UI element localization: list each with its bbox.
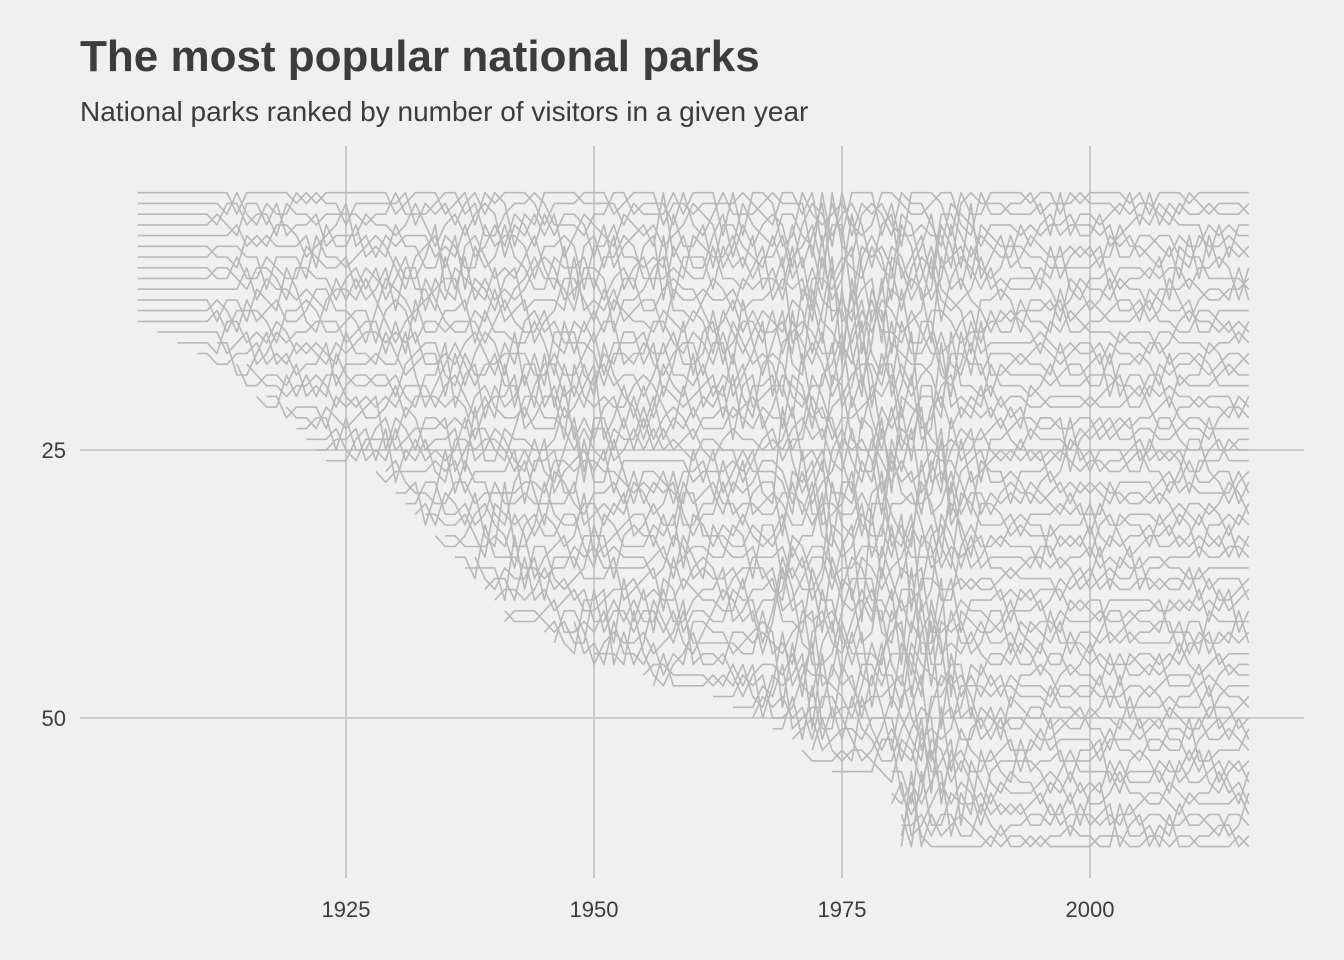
park-rank-line (891, 738, 1250, 826)
park-rank-line (643, 620, 1249, 730)
park-rank-line (236, 342, 1249, 441)
park-rank-line (772, 674, 1250, 762)
park-rank-line (455, 502, 1250, 623)
park-rank-line (832, 738, 1250, 816)
park-rank-line (900, 770, 1250, 848)
park-rank-line (137, 191, 1249, 290)
grid-lines (80, 146, 1304, 878)
park-rank-line (751, 674, 1250, 762)
park-rank-line (414, 470, 1250, 580)
park-rank-line (900, 770, 1250, 848)
park-rank-line (157, 277, 1250, 387)
park-rank-line (285, 374, 1250, 451)
park-rank-line (217, 288, 1250, 408)
y-tick-label: 50 (42, 706, 66, 731)
park-rank-line (137, 245, 1250, 355)
park-rank-line (494, 567, 1250, 666)
park-rank-line (791, 706, 1250, 805)
park-rank-line (732, 663, 1250, 751)
park-rank-line (652, 631, 1249, 719)
x-tick-label: 1950 (570, 897, 619, 922)
park-rank-line (594, 599, 1249, 719)
park-rank-line (137, 245, 1249, 355)
park-rank-line (137, 224, 1250, 323)
park-rank-line (137, 213, 1250, 312)
chart-subtitle: National parks ranked by number of visit… (80, 96, 809, 127)
park-rank-line (266, 342, 1250, 441)
chart-title: The most popular national parks (80, 32, 760, 81)
park-rank-line (573, 610, 1249, 709)
park-rank-line (900, 792, 1250, 848)
park-rank-line (137, 202, 1250, 301)
park-rank-line (256, 331, 1250, 451)
park-rank-line (434, 481, 1250, 580)
y-axis: 25 50 (42, 438, 66, 731)
park-rank-line (484, 535, 1250, 633)
x-tick-label: 1925 (322, 897, 371, 922)
park-rank-line (890, 781, 1250, 837)
park-rank-line (425, 481, 1250, 558)
park-rank-line (553, 599, 1250, 687)
park-rank-line (177, 309, 1250, 408)
park-rank-line (474, 524, 1250, 623)
park-rank-line (197, 299, 1250, 398)
x-tick-label: 2000 (1066, 897, 1115, 922)
park-rank-line (296, 374, 1249, 483)
park-rank-line (137, 256, 1250, 365)
x-tick-label: 1975 (818, 897, 867, 922)
y-tick-label: 25 (42, 438, 66, 463)
park-rank-line (713, 642, 1250, 741)
park-rank-line (504, 556, 1250, 655)
x-axis: 1925 1950 1975 2000 (322, 897, 1115, 922)
park-rank-line (137, 213, 1250, 323)
park-rank-line (137, 191, 1250, 248)
rank-lines (137, 191, 1250, 848)
park-rank-line (891, 727, 1250, 837)
park-rank-line (137, 191, 1250, 269)
park-rank-line (901, 792, 1250, 848)
